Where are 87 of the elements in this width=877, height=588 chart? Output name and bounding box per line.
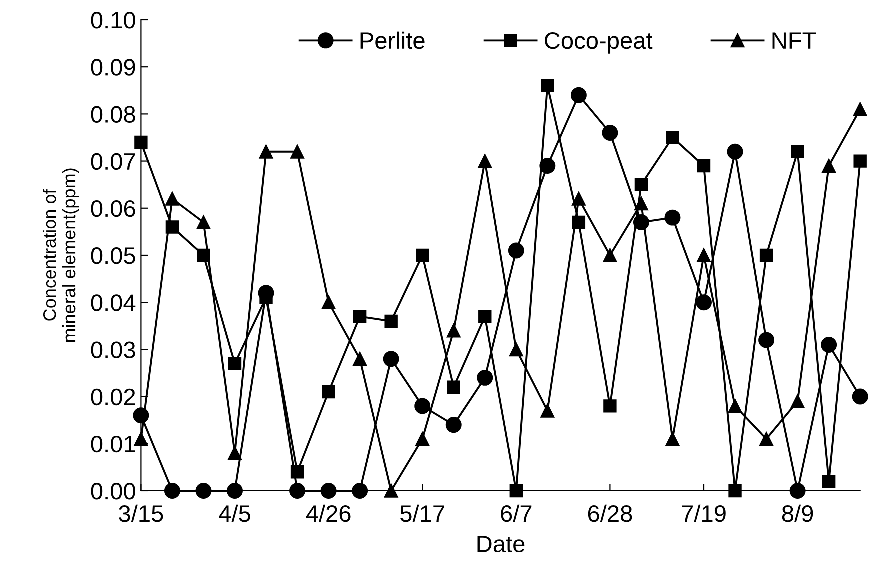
point <box>322 385 336 399</box>
point <box>697 248 711 262</box>
y-tick-label: 0.05 <box>91 248 136 264</box>
point <box>696 294 712 311</box>
y-tick-label: 0.09 <box>91 59 136 76</box>
point <box>760 432 774 446</box>
x-tick-label: 4/5 <box>219 504 250 522</box>
y-tick-label: 0.06 <box>91 200 136 218</box>
point <box>446 417 462 434</box>
point <box>416 248 430 262</box>
point <box>821 336 838 353</box>
x-axis-title: Date <box>478 536 525 553</box>
y-tick-label: 0.07 <box>91 153 136 170</box>
point <box>822 159 836 173</box>
point <box>196 482 212 499</box>
point <box>322 296 336 310</box>
y-tick-label: 0.04 <box>91 294 136 312</box>
y-tick-label: 0.02 <box>91 388 136 406</box>
point <box>290 144 304 159</box>
point <box>478 154 492 168</box>
point <box>790 394 805 408</box>
x-tick-label: 3/15 <box>119 504 164 522</box>
x-tick-label: 6/7 <box>501 504 532 522</box>
legend-label: Perlite <box>360 32 425 50</box>
point <box>509 342 524 357</box>
point <box>384 484 398 498</box>
point <box>259 144 274 159</box>
point <box>760 248 774 262</box>
point <box>570 87 587 104</box>
x-tick-label: 6/28 <box>588 504 632 522</box>
point <box>446 324 461 338</box>
point <box>228 357 242 370</box>
point <box>478 310 492 324</box>
point <box>353 352 368 366</box>
point <box>634 196 648 211</box>
point <box>727 144 744 160</box>
point <box>572 192 586 206</box>
legend-label: Coco-peat <box>545 32 653 54</box>
point <box>290 482 306 499</box>
point <box>758 332 775 348</box>
point <box>728 484 742 498</box>
point <box>353 310 367 324</box>
point <box>134 136 148 150</box>
point <box>164 482 180 499</box>
x-tick-label: 7/19 <box>682 504 726 522</box>
y-tick-label: 0.03 <box>91 342 136 358</box>
y-tick-label: 0.10 <box>91 12 136 29</box>
x-tick-label: 8/9 <box>782 504 814 522</box>
y-tick-label: 0.08 <box>91 106 136 123</box>
point <box>790 482 806 499</box>
point <box>854 154 867 168</box>
y-axis-title: Concentration of mineral element(ppm) <box>42 168 80 342</box>
point <box>664 210 681 226</box>
point <box>541 79 554 93</box>
point <box>791 145 804 158</box>
point <box>604 400 617 413</box>
x-tick-label: 4/26 <box>306 504 351 522</box>
y-tick-label: 0.00 <box>91 483 136 500</box>
point <box>447 380 460 394</box>
point <box>352 482 368 499</box>
y-tick-label: 0.01 <box>91 436 136 453</box>
point <box>508 242 524 259</box>
legend-label: NFT <box>772 32 816 49</box>
x-tick-label: 5/17 <box>400 504 444 522</box>
point <box>510 484 523 498</box>
point <box>416 432 430 446</box>
point <box>196 216 211 230</box>
point <box>384 314 398 328</box>
point <box>540 404 555 418</box>
point <box>290 466 304 479</box>
point <box>728 399 742 414</box>
point <box>383 351 400 368</box>
point <box>666 131 680 144</box>
point <box>477 370 494 386</box>
point <box>602 125 618 142</box>
point <box>540 158 556 174</box>
point <box>697 159 711 173</box>
point <box>666 432 680 446</box>
point <box>320 482 337 499</box>
point <box>166 192 180 206</box>
point <box>634 178 648 192</box>
point <box>227 482 243 499</box>
point <box>414 398 431 414</box>
point <box>853 102 868 116</box>
point <box>822 474 836 488</box>
point <box>852 388 868 405</box>
point <box>603 248 618 262</box>
